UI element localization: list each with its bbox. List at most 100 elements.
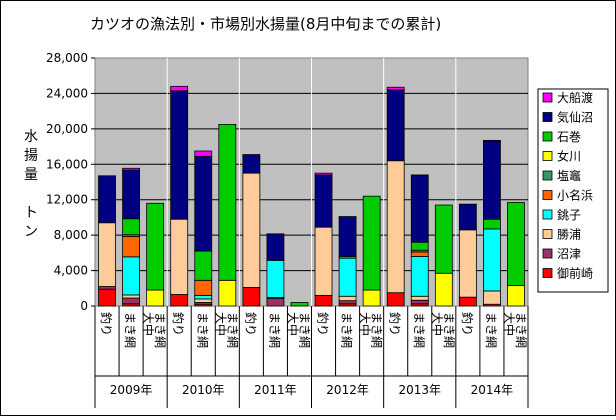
y-axis-label-char: 揚 [24,147,38,164]
bar-segment [194,294,213,300]
bar-segment [242,172,261,288]
x-category-label: まき網 [412,312,426,348]
bar-segment [218,279,237,307]
bar-segment [386,89,405,162]
legend-swatch [542,209,553,220]
bar-segment [242,154,261,174]
bar-segment [410,251,429,257]
y-tick-label: 20,000 [46,122,88,136]
legend-label: 勝浦 [557,227,581,242]
bar-segment [434,204,453,274]
x-category-label: 釣り [99,312,114,336]
legend-swatch [542,151,553,161]
legend-label: 石巻 [557,130,581,144]
y-axis-label-char: 量 [24,167,38,183]
legend-label: 沼津 [557,247,581,261]
bar-segment [170,85,189,92]
x-year-label: 2010年 [182,383,225,397]
bar-segment [242,286,261,307]
bar-segment [314,294,333,307]
y-tick-label: 28,000 [46,51,88,65]
bar-segment [218,124,237,281]
bars [98,85,525,307]
y-axis-label-char: 水 [24,129,38,145]
bar-segment [170,90,189,220]
bar-segment [266,259,285,298]
x-category-label: まき網 [442,312,456,348]
x-category-label: まき網 [195,312,209,348]
x-category-label: 釣り [388,312,403,336]
bar-segment [122,297,140,305]
x-category-label: 釣り [243,312,258,336]
legend-swatch [542,131,553,142]
legend-swatch [542,112,553,122]
x-category-label: 大中 [285,312,300,336]
bar-segment [507,285,525,307]
y-axis: 0 4,000 8,000 12,000 16,000 20,000 24,000 28,00… [46,51,95,313]
bar-segment [314,172,333,176]
bar-segment [338,257,357,297]
bar-segment [122,169,140,220]
bar-segment [434,272,453,307]
bar-segment [266,233,285,260]
x-category-label: 釣り [460,312,475,336]
bar-segment [122,256,140,296]
bar-segment [338,216,357,257]
x-year-label: 2013年 [398,383,441,397]
y-axis-label-char: ト [24,205,38,221]
bar-segment [458,229,477,298]
bar-segment [410,174,429,243]
legend-label: 塩竈 [557,168,581,183]
legend-label: 銚子 [557,207,581,222]
legend-label: 御前崎 [557,266,593,281]
bar-segment [410,295,429,301]
bar-segment [483,139,501,142]
bar-segment [483,290,501,305]
x-year-label: 2014年 [471,383,514,397]
bar-segment [338,295,357,302]
y-tick-label: 24,000 [46,86,88,100]
bar-segment [338,300,357,305]
y-tick-label: 16,000 [46,157,88,171]
bar-segment [458,296,477,307]
bar-segment [314,174,333,228]
x-category-label: まき網 [225,312,239,348]
y-tick-label: 8,000 [54,228,88,242]
legend-swatch [542,170,553,181]
legend-swatch [542,268,553,278]
legend-swatch [542,92,553,103]
bar-segment [410,241,429,251]
x-category-label: まき網 [484,312,498,348]
x-category-label: まき網 [340,312,354,348]
bar-segment [122,167,140,171]
bar-segment [410,299,429,305]
bar-segment [122,236,140,258]
bar-segment [362,195,381,291]
bar-segment [194,298,213,303]
bar-segment [170,294,189,307]
x-category-label: まき網 [370,312,384,348]
bar-segment [122,218,140,236]
bar-segment [194,150,213,157]
gridlines [95,58,528,306]
bar-segment [386,160,405,294]
legend-label: 小名浜 [557,188,593,203]
bar-segment [98,175,116,224]
x-category-label: まき網 [123,312,137,348]
bar-segment [146,289,165,307]
x-category-label: 大中 [430,312,445,336]
y-tick-label: 0 [80,299,88,313]
bar-segment [290,302,309,307]
bar-segment [170,218,189,295]
bar-segment [483,228,501,292]
bar-segment [194,250,213,281]
bar-segment [410,255,429,297]
bar-segment [146,202,165,291]
bar-segment [98,222,116,287]
y-tick-label: 4,000 [54,264,88,278]
bar-segment [507,201,525,287]
legend-swatch [542,190,553,200]
